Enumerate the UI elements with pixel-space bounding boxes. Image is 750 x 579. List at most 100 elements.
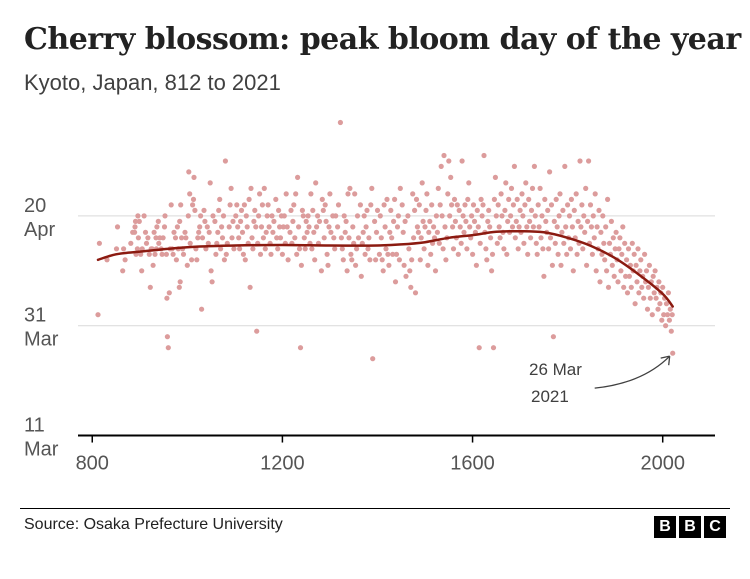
data-point [559,229,565,235]
data-point [413,196,420,202]
data-point [521,240,527,246]
data-point [122,257,128,263]
data-point [201,207,207,213]
data-point [461,229,467,235]
data-point [402,218,408,224]
data-point [342,229,348,235]
data-point [326,224,332,230]
data-point [605,196,611,202]
data-point [508,185,515,191]
data-point [143,240,150,246]
data-point [613,229,619,235]
data-point [586,158,592,164]
data-point [532,213,538,219]
data-point [343,218,349,224]
data-point [418,235,424,241]
data-point [379,257,385,263]
data-point [536,224,542,230]
data-point [266,224,272,230]
data-point [652,268,658,274]
data-point [166,290,172,296]
data-point [268,251,274,257]
data-point [132,229,138,235]
data-point [132,218,139,224]
data-point [187,191,193,197]
data-point [269,213,275,219]
data-point [183,235,189,241]
data-point [570,268,576,274]
data-point [283,191,289,197]
data-point [128,240,134,246]
data-point [650,273,656,279]
y-tick-label-line: Mar [24,329,59,351]
data-point [439,213,445,219]
data-point [164,334,170,340]
data-point [513,218,519,224]
data-point [545,207,551,213]
data-point [434,229,440,235]
data-point [341,213,347,219]
data-point [151,229,157,235]
data-point [290,218,296,224]
data-point [204,224,210,230]
data-point [479,213,485,219]
data-point [180,251,187,257]
data-point [566,213,573,219]
data-point [624,290,631,296]
data-point [281,213,287,219]
data-point [489,251,496,257]
data-point [277,224,283,230]
data-point [571,207,577,213]
data-point [565,202,571,208]
footer-divider [20,508,730,509]
data-point [628,284,634,290]
data-point [279,251,285,257]
data-point [600,213,606,219]
data-point [553,196,559,202]
data-point [458,240,464,246]
data-point [392,279,399,285]
data-point [483,246,489,252]
data-point [173,257,179,263]
data-point [498,191,504,197]
data-point [291,202,297,208]
data-point [134,246,140,252]
data-point [300,213,306,219]
data-point [528,207,535,213]
data-point [591,235,597,241]
data-point [487,224,493,230]
data-point [455,251,461,257]
data-point [550,334,557,340]
data-point [549,262,556,268]
data-point [210,213,216,219]
data-point [647,295,653,301]
data-point [121,246,127,252]
data-point [588,224,595,230]
data-point [159,251,165,257]
data-point [427,218,433,224]
data-point [527,218,533,224]
data-point [325,262,331,268]
data-point [345,191,351,197]
data-point [191,174,197,180]
data-point [451,196,458,202]
data-point [354,213,361,219]
data-point [567,246,574,252]
data-point [429,202,435,208]
data-point [656,279,662,285]
data-point [328,229,334,235]
data-point [546,246,552,252]
data-point [579,202,585,208]
data-point [363,224,369,230]
data-point [603,224,609,230]
data-point [637,268,643,274]
data-point [274,235,280,241]
data-point [624,257,630,263]
data-point [309,246,315,252]
data-point [554,224,560,230]
data-point [355,235,362,241]
data-point [493,213,499,219]
data-point [556,213,562,219]
data-point [639,284,645,290]
data-point [660,284,666,290]
